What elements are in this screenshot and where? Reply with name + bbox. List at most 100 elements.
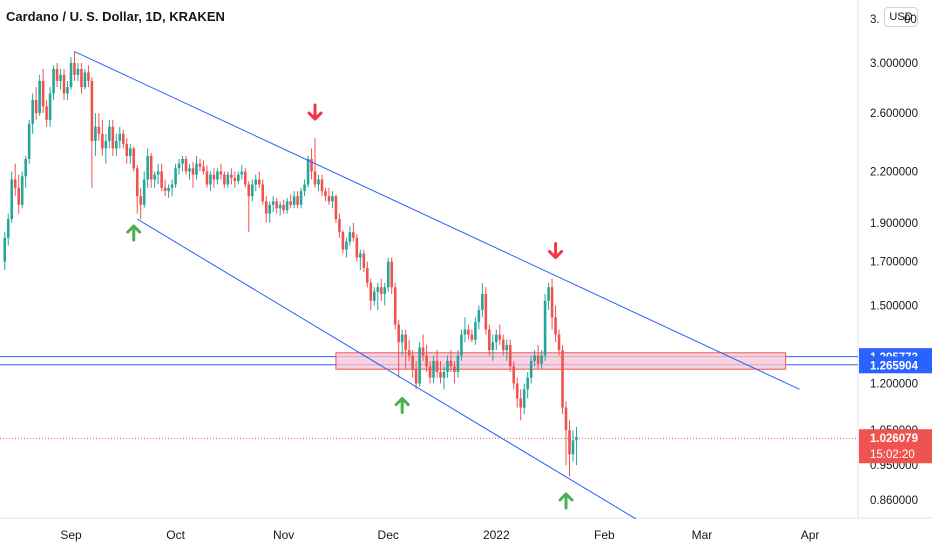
- candle-body-117: [411, 355, 414, 370]
- candle-body-123: [432, 360, 435, 378]
- countdown-label: 15:02:20: [870, 449, 915, 461]
- y-tick-label-5: 1.500000: [870, 300, 918, 312]
- candle-body-124: [435, 360, 439, 373]
- candle-body-93: [327, 196, 331, 202]
- candle-body-38: [135, 168, 139, 197]
- candle-body-163: [571, 440, 575, 455]
- candle-body-9: [34, 99, 38, 114]
- candle-body-0: [3, 237, 7, 262]
- trendline-lower-channel: [136, 218, 636, 520]
- candle-body-49: [174, 168, 177, 185]
- candle-body-112: [393, 287, 397, 325]
- x-tick-label-2022: 2022: [483, 528, 510, 542]
- candle-body-150: [526, 377, 529, 390]
- candle-body-32: [115, 141, 118, 149]
- candle-body-116: [407, 350, 411, 356]
- candle-body-43: [153, 174, 156, 180]
- candle-body-97: [341, 232, 345, 250]
- arrow-up-2: [126, 224, 142, 242]
- candle-body-132: [463, 329, 467, 335]
- candle-body-28: [101, 133, 104, 149]
- candle-body-156: [547, 287, 550, 301]
- candle-body-140: [491, 342, 495, 351]
- candle-body-96: [338, 219, 341, 233]
- candle-body-149: [522, 389, 526, 408]
- candle-body-108: [379, 287, 383, 294]
- arrow-down-0: [307, 103, 323, 121]
- candle-body-53: [188, 168, 191, 172]
- candle-body-158: [554, 317, 557, 335]
- candle-body-86: [303, 184, 306, 192]
- candle-body-114: [400, 334, 404, 343]
- candle-body-76: [268, 204, 272, 214]
- candle-body-138: [484, 293, 488, 330]
- candle-body-58: [205, 171, 209, 185]
- candle-body-10: [38, 80, 41, 114]
- candle-body-72: [254, 179, 258, 185]
- candle-body-70: [247, 184, 251, 197]
- candle-body-92: [324, 191, 327, 197]
- candle-body-35: [125, 143, 129, 156]
- candle-body-152: [533, 355, 536, 361]
- candle-body-91: [320, 179, 324, 192]
- candle-body-127: [446, 360, 449, 373]
- candle-body-120: [421, 347, 425, 356]
- candle-body-29: [104, 141, 108, 149]
- candle-body-83: [292, 196, 296, 205]
- candle-body-30: [108, 126, 111, 142]
- candle-body-102: [359, 253, 362, 258]
- price-label-bg-1: [859, 356, 932, 374]
- candle-body-66: [233, 177, 237, 182]
- y-tick-label-3: 1.900000: [870, 218, 918, 230]
- candle-body-100: [352, 232, 355, 238]
- candle-body-52: [184, 158, 188, 172]
- candle-body-50: [177, 163, 181, 169]
- candle-body-151: [529, 360, 533, 378]
- candle-body-131: [460, 334, 463, 356]
- candle-body-19: [69, 63, 73, 88]
- currency-button[interactable]: USD: [884, 7, 918, 27]
- candle-body-85: [299, 191, 303, 205]
- arrow-up-4: [558, 492, 574, 510]
- candle-body-6: [24, 158, 27, 177]
- candle-body-98: [345, 241, 348, 250]
- candle-body-147: [515, 383, 519, 399]
- price-label-1: 1.265904: [870, 360, 919, 372]
- candle-body-137: [481, 293, 484, 311]
- candle-body-82: [289, 201, 292, 205]
- candle-body-110: [386, 261, 390, 288]
- candle-body-21: [76, 68, 80, 75]
- x-tick-label-nov: Nov: [273, 528, 294, 542]
- candle-body-2: [10, 179, 14, 220]
- candle-body-13: [48, 93, 52, 120]
- candle-body-22: [80, 68, 83, 88]
- candle-body-15: [55, 68, 59, 81]
- candle-body-60: [212, 174, 216, 180]
- candle-body-162: [568, 430, 571, 455]
- candle-body-136: [477, 310, 481, 323]
- candle-body-80: [282, 204, 285, 211]
- candle-body-160: [561, 350, 564, 408]
- candle-body-34: [121, 133, 125, 144]
- candle-body-106: [372, 291, 376, 301]
- candle-body-55: [195, 163, 198, 175]
- candle-body-164: [575, 436, 578, 441]
- candle-body-36: [128, 148, 132, 156]
- candle-body-59: [209, 174, 212, 185]
- candle-body-11: [41, 80, 45, 107]
- candle-body-161: [564, 407, 568, 431]
- candle-body-8: [31, 99, 34, 124]
- candle-body-27: [97, 126, 101, 134]
- candle-body-129: [453, 366, 456, 373]
- candle-body-154: [540, 355, 543, 364]
- y-tick-label-top: 3.: [870, 14, 880, 26]
- support-zone: [335, 352, 787, 370]
- x-tick-label-oct: Oct: [166, 528, 185, 542]
- candle-body-44: [156, 171, 160, 175]
- candle-body-42: [149, 155, 153, 180]
- candle-body-57: [202, 166, 205, 172]
- candle-body-134: [470, 334, 474, 340]
- candle-body-89: [313, 171, 317, 185]
